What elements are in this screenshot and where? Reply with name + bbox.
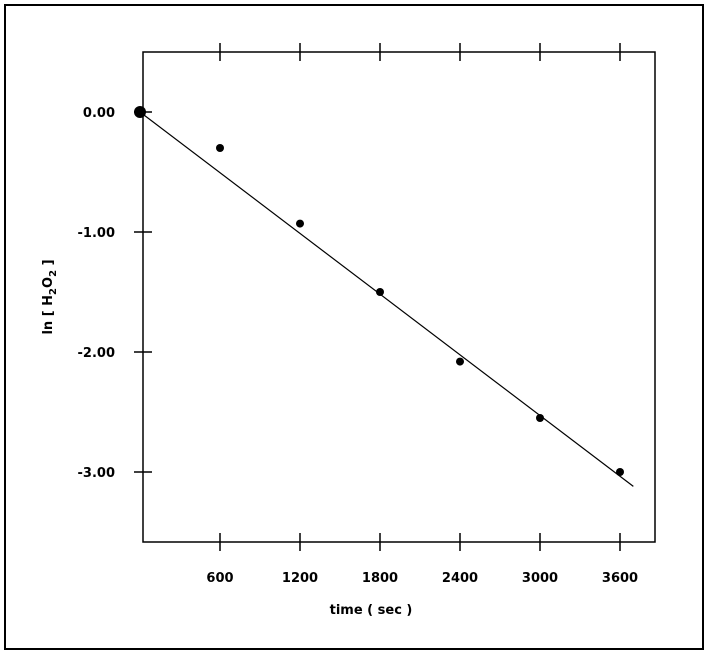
fit-line <box>139 111 634 487</box>
y-axis-title-part: 2 <box>48 270 59 277</box>
data-point <box>134 106 146 118</box>
data-point <box>536 414 544 422</box>
y-axis-title: ln [ H2O2 ] <box>41 259 59 334</box>
x-tick-label: 1800 <box>362 571 398 586</box>
y-axis: 0.00 -1.00 -2.00 -3.00 <box>78 106 152 481</box>
data-point <box>216 144 224 152</box>
x-tick-label: 3000 <box>522 571 558 586</box>
y-axis-title-part: ln [ H <box>41 295 56 335</box>
data-point <box>456 357 464 366</box>
y-tick-label: -2.00 <box>78 346 115 361</box>
x-axis-title: time ( sec ) <box>330 603 413 618</box>
y-axis-title-part: O <box>41 277 56 288</box>
x-tick-label: 600 <box>206 571 233 586</box>
data-point <box>296 219 304 228</box>
y-tick-label: 0.00 <box>83 106 115 121</box>
x-axis: 600 1200 1800 2400 3000 3600 <box>206 43 638 586</box>
y-axis-title-part: ] <box>41 259 56 269</box>
data-points <box>134 106 624 476</box>
data-point <box>376 288 384 296</box>
x-tick-label: 3600 <box>602 571 638 586</box>
x-tick-label: 2400 <box>442 571 478 586</box>
x-tick-label: 1200 <box>282 571 318 586</box>
data-point <box>616 468 624 476</box>
y-tick-label: -3.00 <box>78 466 115 481</box>
y-tick-label: -1.00 <box>78 226 115 241</box>
y-axis-title-part: 2 <box>48 288 59 295</box>
plot-area <box>142 51 656 543</box>
